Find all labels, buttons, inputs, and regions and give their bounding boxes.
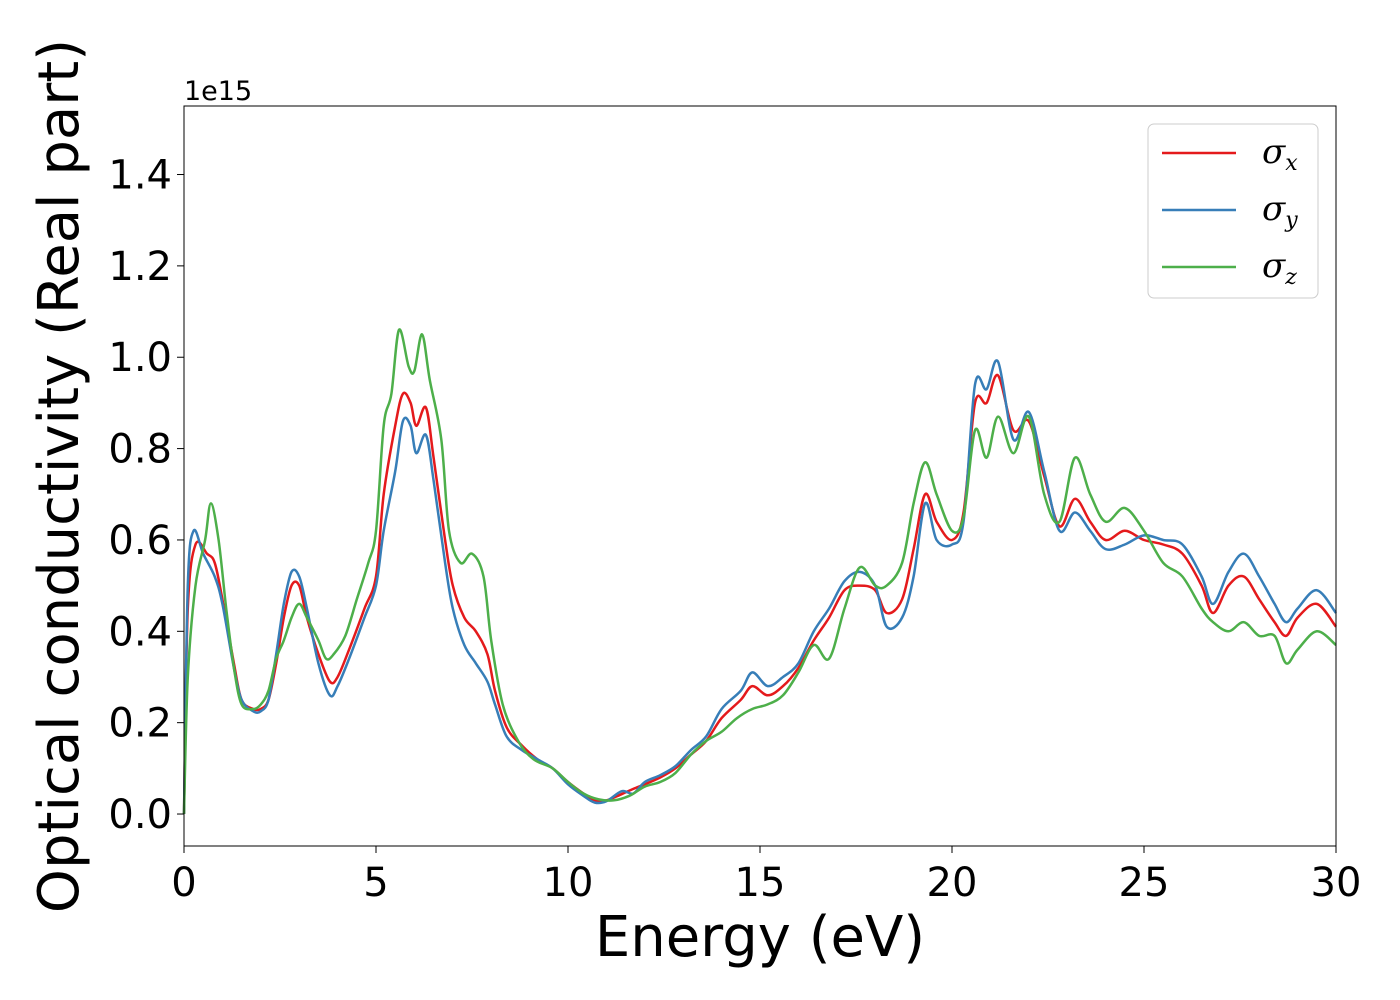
y-tick-label: 0.2 [108,701,172,747]
x-tick-label: 10 [543,860,594,906]
x-tick-label: 30 [1311,860,1362,906]
y-tick-label: 1.4 [108,153,172,199]
series-line-y [182,359,1338,815]
legend-label-x: σx [1262,132,1298,176]
y-tick-label: 0.8 [108,427,172,473]
x-tick-label: 0 [171,860,196,906]
y-tick-label: 0.6 [108,518,172,564]
legend-items: σx σy σz [1162,132,1298,290]
y-tick-label: 0.4 [108,609,172,655]
x-tick-label: 15 [735,860,786,906]
legend-label-y: σy [1262,189,1298,233]
y-axis-ticks: 0.0 0.2 0.4 0.6 0.8 1.0 1.2 1.4 [108,153,184,838]
series-line-x [182,373,1337,815]
legend-label-z: σz [1262,246,1297,290]
y-tick-label: 0.0 [108,792,172,838]
y-tick-label: 1.0 [108,335,172,381]
x-axis-ticks: 0 5 10 15 20 25 30 [171,846,1361,906]
y-tick-label: 1.2 [108,244,172,290]
x-tick-label: 5 [363,860,388,906]
x-axis-label: Energy (eV) [595,905,925,970]
y-axis-label: Optical conductivity (Real part) [27,39,92,913]
x-tick-label: 25 [1119,860,1170,906]
series-layer [182,328,1338,815]
y-offset-label: 1e15 [184,76,252,107]
series-line-z [182,328,1337,815]
legend: σx σy σz [1147,123,1319,299]
x-tick-label: 20 [927,860,978,906]
